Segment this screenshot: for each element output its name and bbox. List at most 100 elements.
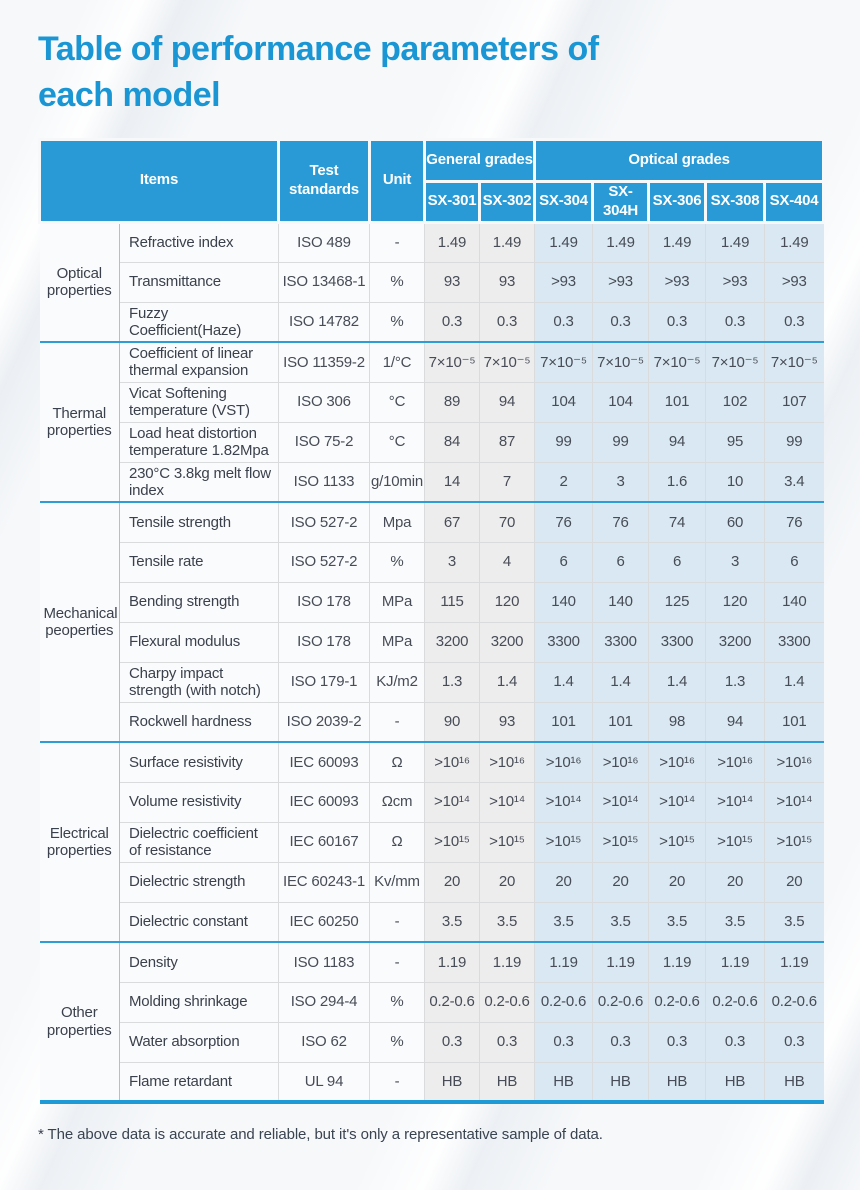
value-cell: >10¹⁴: [424, 781, 480, 823]
standard-cell: ISO 1133: [278, 461, 370, 503]
unit-cell: Ω: [369, 741, 425, 783]
value-cell: HB: [592, 1061, 650, 1103]
unit-cell: -: [369, 221, 425, 263]
performance-table: Items Test standards Unit General grades…: [38, 138, 826, 1104]
table-row: Dielectric coefficient of resistance IEC …: [40, 821, 824, 863]
item-cell: Flame retardant: [119, 1061, 279, 1103]
header-group-row: Items Test standards Unit General grades…: [38, 138, 826, 224]
page-title: Table of performance parameters of each …: [38, 26, 822, 118]
value-cell: 94: [478, 381, 536, 423]
value-cell: 7×10⁻⁵: [592, 341, 650, 383]
standard-cell: IEC 60250: [278, 901, 370, 943]
standard-cell: ISO 178: [278, 581, 370, 623]
value-cell: 3.5: [424, 901, 480, 943]
item-cell: Dielectric strength: [119, 861, 279, 903]
item-cell: Load heat distortion temperature 1.82Mpa: [119, 421, 279, 463]
value-cell: >10¹⁵: [424, 821, 480, 863]
page-title-line-2: each model: [38, 76, 221, 114]
value-cell: 99: [534, 421, 594, 463]
table-body: Optical properties Refractive index ISO 48…: [39, 221, 824, 1103]
value-cell: >10¹⁵: [534, 821, 594, 863]
value-cell: 20: [478, 861, 536, 903]
value-cell: 76: [592, 501, 650, 543]
table-row: Thermal properties Coefficient of linear …: [39, 341, 824, 503]
value-cell: >10¹⁶: [424, 741, 480, 783]
value-cell: >10¹⁶: [648, 741, 707, 783]
value-cell: 3: [592, 461, 650, 503]
value-cell: 115: [424, 581, 480, 623]
table-row: Volume resistivity IEC 60093 Ωcm >10¹⁴ >10¹⁴…: [40, 781, 824, 823]
value-cell: 0.2-0.6: [592, 981, 650, 1023]
value-cell: 1.19: [534, 941, 594, 983]
table-row: Optical properties Refractive index ISO 48…: [39, 221, 824, 343]
value-cell: >10¹⁴: [534, 781, 594, 823]
value-cell: 1.49: [592, 221, 650, 263]
value-cell: 1.4: [534, 661, 594, 703]
value-cell: 0.3: [424, 301, 480, 343]
value-cell: HB: [534, 1061, 594, 1103]
item-cell: Molding shrinkage: [119, 981, 279, 1023]
unit-cell: Ωcm: [369, 781, 425, 823]
value-cell: 3.5: [648, 901, 707, 943]
value-cell: >10¹⁴: [764, 781, 824, 823]
value-cell: 67: [424, 501, 480, 543]
item-cell: Density: [119, 941, 279, 983]
standard-cell: ISO 2039-2: [278, 701, 370, 743]
value-cell: 76: [764, 501, 824, 543]
item-cell: Fuzzy Coefficient(Haze): [119, 301, 279, 343]
unit-cell: MPa: [369, 621, 425, 663]
value-cell: 14: [424, 461, 480, 503]
value-cell: 60: [705, 501, 766, 543]
value-cell: 3: [424, 541, 480, 583]
value-cell: 140: [534, 581, 594, 623]
value-cell: 101: [764, 701, 824, 743]
table-row: Mechanical peoperties Tensile strength ISO…: [39, 501, 824, 743]
item-cell: Vicat Softening temperature (VST): [119, 381, 279, 423]
model-header-sx-308: SX-308: [704, 180, 767, 224]
value-cell: 1.4: [478, 661, 536, 703]
model-header-sx-306: SX-306: [647, 180, 708, 224]
value-cell: 101: [534, 701, 594, 743]
table-row: Rockwell hardness ISO 2039-2-90 93 101 101 98…: [40, 701, 824, 743]
value-cell: HB: [424, 1061, 480, 1103]
table-header: Items Test standards Unit General grades…: [38, 138, 826, 224]
table-row: Molding shrinkage ISO 294-4% 0.2-0.6 0.2-0.…: [40, 981, 824, 1023]
value-cell: 1.4: [764, 661, 824, 703]
standard-cell: ISO 13468-1: [278, 261, 370, 303]
value-cell: 1.19: [764, 941, 824, 983]
value-cell: 3.4: [764, 461, 824, 503]
standard-cell: IEC 60093: [278, 781, 370, 823]
value-cell: 20: [534, 861, 594, 903]
item-cell: 230°C 3.8kg melt flow index: [119, 461, 279, 503]
value-cell: 1.19: [705, 941, 766, 983]
table-row: 230°C 3.8kg melt flow index ISO 1133 g/10m…: [40, 461, 824, 503]
value-cell: 0.3: [648, 1021, 707, 1063]
standard-cell: ISO 527-2: [278, 541, 370, 583]
table-row: Water absorption ISO 62% 0.3 0.3 0.3 0.3 0.3 0.…: [40, 1021, 824, 1063]
value-cell: 0.3: [592, 1021, 650, 1063]
value-cell: 98: [648, 701, 707, 743]
table-row: Other properties Density ISO 1183-1.19 1.19…: [39, 941, 824, 1103]
value-cell: 0.2-0.6: [534, 981, 594, 1023]
value-cell: 1.19: [478, 941, 536, 983]
value-cell: 87: [478, 421, 536, 463]
value-cell: 0.3: [764, 1021, 824, 1063]
value-cell: 93: [478, 261, 536, 303]
table-row: Vicat Softening temperature (VST) ISO 306…: [40, 381, 824, 423]
value-cell: 7: [478, 461, 536, 503]
value-cell: >10¹⁴: [705, 781, 766, 823]
value-cell: >93: [648, 261, 707, 303]
standard-cell: IEC 60167: [278, 821, 370, 863]
value-cell: 1.4: [648, 661, 707, 703]
value-cell: 0.3: [534, 301, 594, 343]
unit-cell: Ω: [369, 821, 425, 863]
standard-cell: UL 94: [278, 1061, 370, 1103]
footnote: * The above data is accurate and reliabl…: [38, 1126, 603, 1143]
value-cell: 3200: [424, 621, 480, 663]
value-cell: 1.6: [648, 461, 707, 503]
value-cell: 95: [705, 421, 766, 463]
value-cell: 140: [592, 581, 650, 623]
value-cell: >10¹⁶: [534, 741, 594, 783]
item-cell: Transmittance: [119, 261, 279, 303]
